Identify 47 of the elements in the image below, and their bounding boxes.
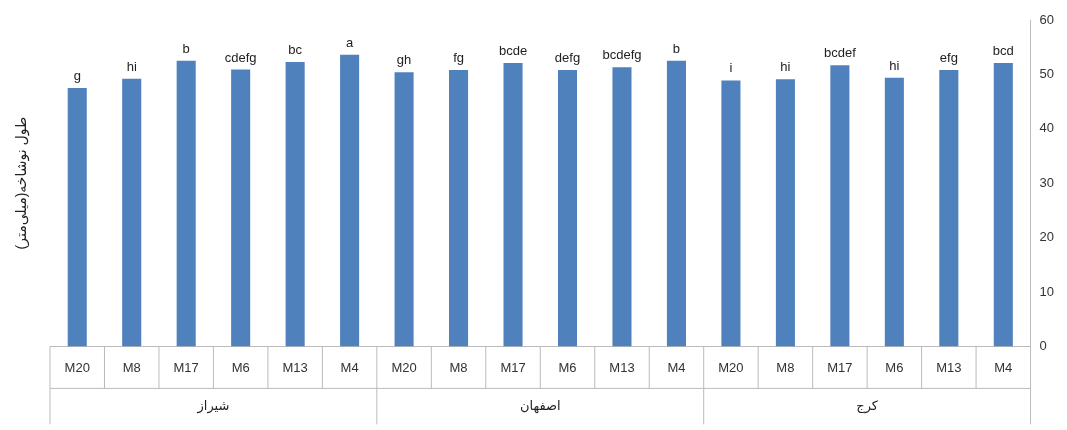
y-tick-label: 40 (1039, 120, 1055, 136)
data-label: g (73, 68, 81, 84)
y-tick-label: 50 (1039, 65, 1055, 81)
y-tick-label: 10 (1039, 283, 1055, 299)
x-tick-label: M6 (885, 359, 904, 375)
x-tick-label: M13 (936, 359, 962, 375)
y-tick-label: 60 (1039, 11, 1055, 27)
y-tick-label: 30 (1039, 174, 1055, 190)
x-tick-label: M4 (667, 359, 686, 375)
y-tick-label: 20 (1039, 229, 1055, 245)
x-tick-label: M17 (500, 359, 526, 375)
y-axis-title: طول نوشاخه(میلی‌متر) (12, 116, 30, 250)
x-tick-label: M13 (609, 359, 635, 375)
x-tick-label: M17 (173, 359, 199, 375)
x-tick-label: M6 (231, 359, 250, 375)
x-tick-label: M20 (391, 359, 417, 375)
x-tick-label: M17 (827, 359, 853, 375)
data-label: a (345, 34, 354, 50)
x-tick-label: M8 (449, 359, 468, 375)
x-tick-label: M4 (994, 359, 1013, 375)
x-tick-label: M20 (64, 359, 90, 375)
data-label: bcdefg (602, 47, 642, 63)
data-label: gh (396, 52, 412, 68)
x-tick-label: M20 (718, 359, 744, 375)
x-tick-label: M6 (558, 359, 577, 375)
text: کرج (856, 397, 879, 414)
data-label: bcde (498, 43, 528, 59)
x-tick-label: M8 (776, 359, 795, 375)
data-label: efg (939, 50, 958, 66)
y-tick-label: 0 (1039, 337, 1047, 353)
data-label: hi (126, 58, 137, 74)
data-label: defg (554, 50, 581, 66)
text: اصفهان (519, 397, 561, 414)
data-label: fg (453, 50, 464, 66)
data-label: bcd (992, 43, 1014, 59)
data-label: b (672, 40, 681, 56)
x-tick-label: M8 (122, 359, 141, 375)
data-label: cdefg (224, 49, 257, 65)
x-tick-label: M13 (282, 359, 308, 375)
data-label: i (729, 60, 733, 76)
data-label: hi (780, 59, 791, 75)
data-label: hi (889, 57, 900, 73)
x-tick-label: M4 (340, 359, 359, 375)
data-label: bc (288, 41, 303, 57)
text: شیراز (196, 397, 230, 414)
data-label: bcdef (823, 45, 857, 61)
data-label: b (182, 40, 190, 56)
